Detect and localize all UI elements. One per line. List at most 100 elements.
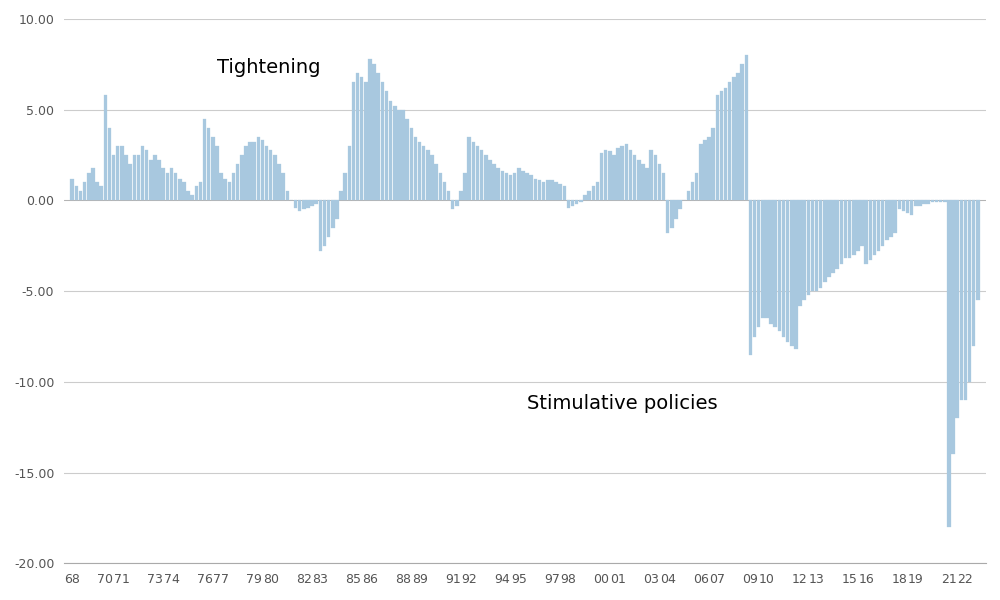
Bar <box>286 191 289 200</box>
Bar <box>414 137 417 200</box>
Bar <box>935 200 938 202</box>
Bar <box>178 179 182 200</box>
Bar <box>529 175 533 200</box>
Bar <box>898 200 901 209</box>
Bar <box>583 195 587 200</box>
Bar <box>765 200 769 319</box>
Bar <box>302 200 306 209</box>
Bar <box>335 200 339 218</box>
Bar <box>236 164 239 200</box>
Bar <box>124 155 128 200</box>
Bar <box>426 149 430 200</box>
Bar <box>554 182 558 200</box>
Bar <box>740 64 744 200</box>
Bar <box>732 77 736 200</box>
Text: Stimulative policies: Stimulative policies <box>527 394 718 413</box>
Bar <box>571 200 574 206</box>
Bar <box>711 128 715 200</box>
Bar <box>240 155 244 200</box>
Bar <box>877 200 880 251</box>
Bar <box>219 173 223 200</box>
Bar <box>926 200 930 204</box>
Bar <box>844 200 847 259</box>
Bar <box>410 128 413 200</box>
Bar <box>298 200 301 211</box>
Bar <box>620 146 624 200</box>
Bar <box>517 168 521 200</box>
Bar <box>79 191 82 200</box>
Bar <box>459 191 463 200</box>
Bar <box>381 82 384 200</box>
Bar <box>70 179 74 200</box>
Bar <box>145 149 148 200</box>
Bar <box>534 179 537 200</box>
Bar <box>881 200 884 246</box>
Bar <box>443 182 446 200</box>
Bar <box>670 200 674 227</box>
Bar <box>281 173 285 200</box>
Bar <box>149 160 153 200</box>
Bar <box>654 155 657 200</box>
Bar <box>265 146 268 200</box>
Bar <box>505 173 508 200</box>
Bar <box>385 91 388 200</box>
Bar <box>195 186 198 200</box>
Bar <box>463 173 467 200</box>
Bar <box>848 200 851 259</box>
Bar <box>451 200 454 209</box>
Bar <box>467 137 471 200</box>
Bar <box>521 172 525 200</box>
Bar <box>170 168 173 200</box>
Bar <box>769 200 773 324</box>
Bar <box>331 200 335 227</box>
Bar <box>261 140 264 200</box>
Bar <box>819 200 822 287</box>
Bar <box>248 142 252 200</box>
Bar <box>931 200 934 202</box>
Bar <box>699 144 703 200</box>
Bar <box>786 200 789 342</box>
Bar <box>199 182 202 200</box>
Bar <box>182 182 186 200</box>
Bar <box>691 182 694 200</box>
Bar <box>600 153 603 200</box>
Bar <box>802 200 806 300</box>
Bar <box>629 149 632 200</box>
Bar <box>947 200 951 527</box>
Bar <box>509 175 512 200</box>
Bar <box>641 164 645 200</box>
Bar <box>157 160 161 200</box>
Bar <box>724 88 727 200</box>
Bar <box>604 149 607 200</box>
Bar <box>860 200 864 246</box>
Bar <box>430 155 434 200</box>
Bar <box>223 179 227 200</box>
Bar <box>314 200 318 204</box>
Bar <box>257 137 260 200</box>
Bar <box>108 128 111 200</box>
Bar <box>161 168 165 200</box>
Bar <box>968 200 971 382</box>
Bar <box>99 186 103 200</box>
Bar <box>815 200 818 291</box>
Bar <box>368 59 372 200</box>
Bar <box>782 200 785 337</box>
Bar <box>418 142 421 200</box>
Bar <box>269 149 272 200</box>
Bar <box>637 160 641 200</box>
Bar <box>405 119 409 200</box>
Bar <box>864 200 868 264</box>
Bar <box>778 200 781 331</box>
Bar <box>902 200 905 211</box>
Bar <box>645 168 649 200</box>
Bar <box>277 164 281 200</box>
Bar <box>592 186 595 200</box>
Bar <box>339 191 343 200</box>
Bar <box>546 181 550 200</box>
Bar <box>360 77 363 200</box>
Bar <box>951 200 955 454</box>
Bar <box>141 146 144 200</box>
Bar <box>960 200 963 400</box>
Bar <box>447 191 450 200</box>
Bar <box>695 173 698 200</box>
